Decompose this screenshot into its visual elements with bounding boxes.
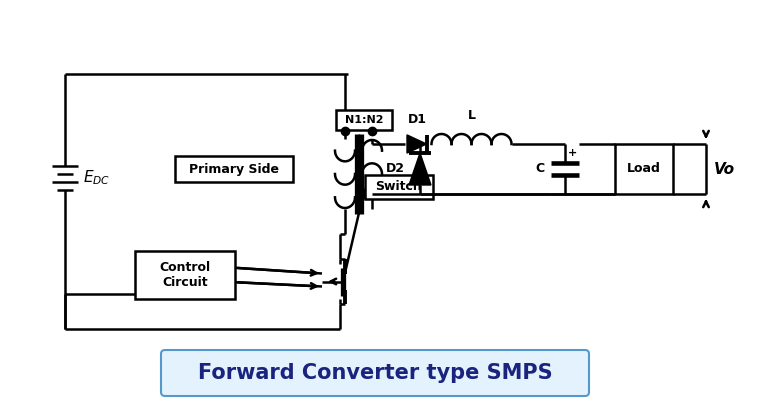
Text: $E_{DC}$: $E_{DC}$ <box>83 168 111 187</box>
Bar <box>615 144 673 194</box>
Polygon shape <box>407 135 426 153</box>
Polygon shape <box>409 153 431 185</box>
Text: L: L <box>468 109 475 122</box>
Text: +: + <box>568 148 578 158</box>
Text: Vo: Vo <box>714 162 735 177</box>
Text: Primary Side: Primary Side <box>189 162 279 175</box>
Bar <box>336 110 392 130</box>
Text: Load: Load <box>627 162 661 175</box>
Text: Control
Circuit: Control Circuit <box>160 261 210 289</box>
Bar <box>175 156 293 182</box>
FancyBboxPatch shape <box>161 350 589 396</box>
Text: Switch: Switch <box>376 181 422 194</box>
Text: N1:N2: N1:N2 <box>345 115 383 125</box>
Text: C: C <box>536 162 545 175</box>
Bar <box>135 251 235 299</box>
Text: D2: D2 <box>386 162 405 175</box>
Text: D1: D1 <box>408 113 426 126</box>
Text: Forward Converter type SMPS: Forward Converter type SMPS <box>197 363 552 383</box>
Bar <box>365 175 433 199</box>
